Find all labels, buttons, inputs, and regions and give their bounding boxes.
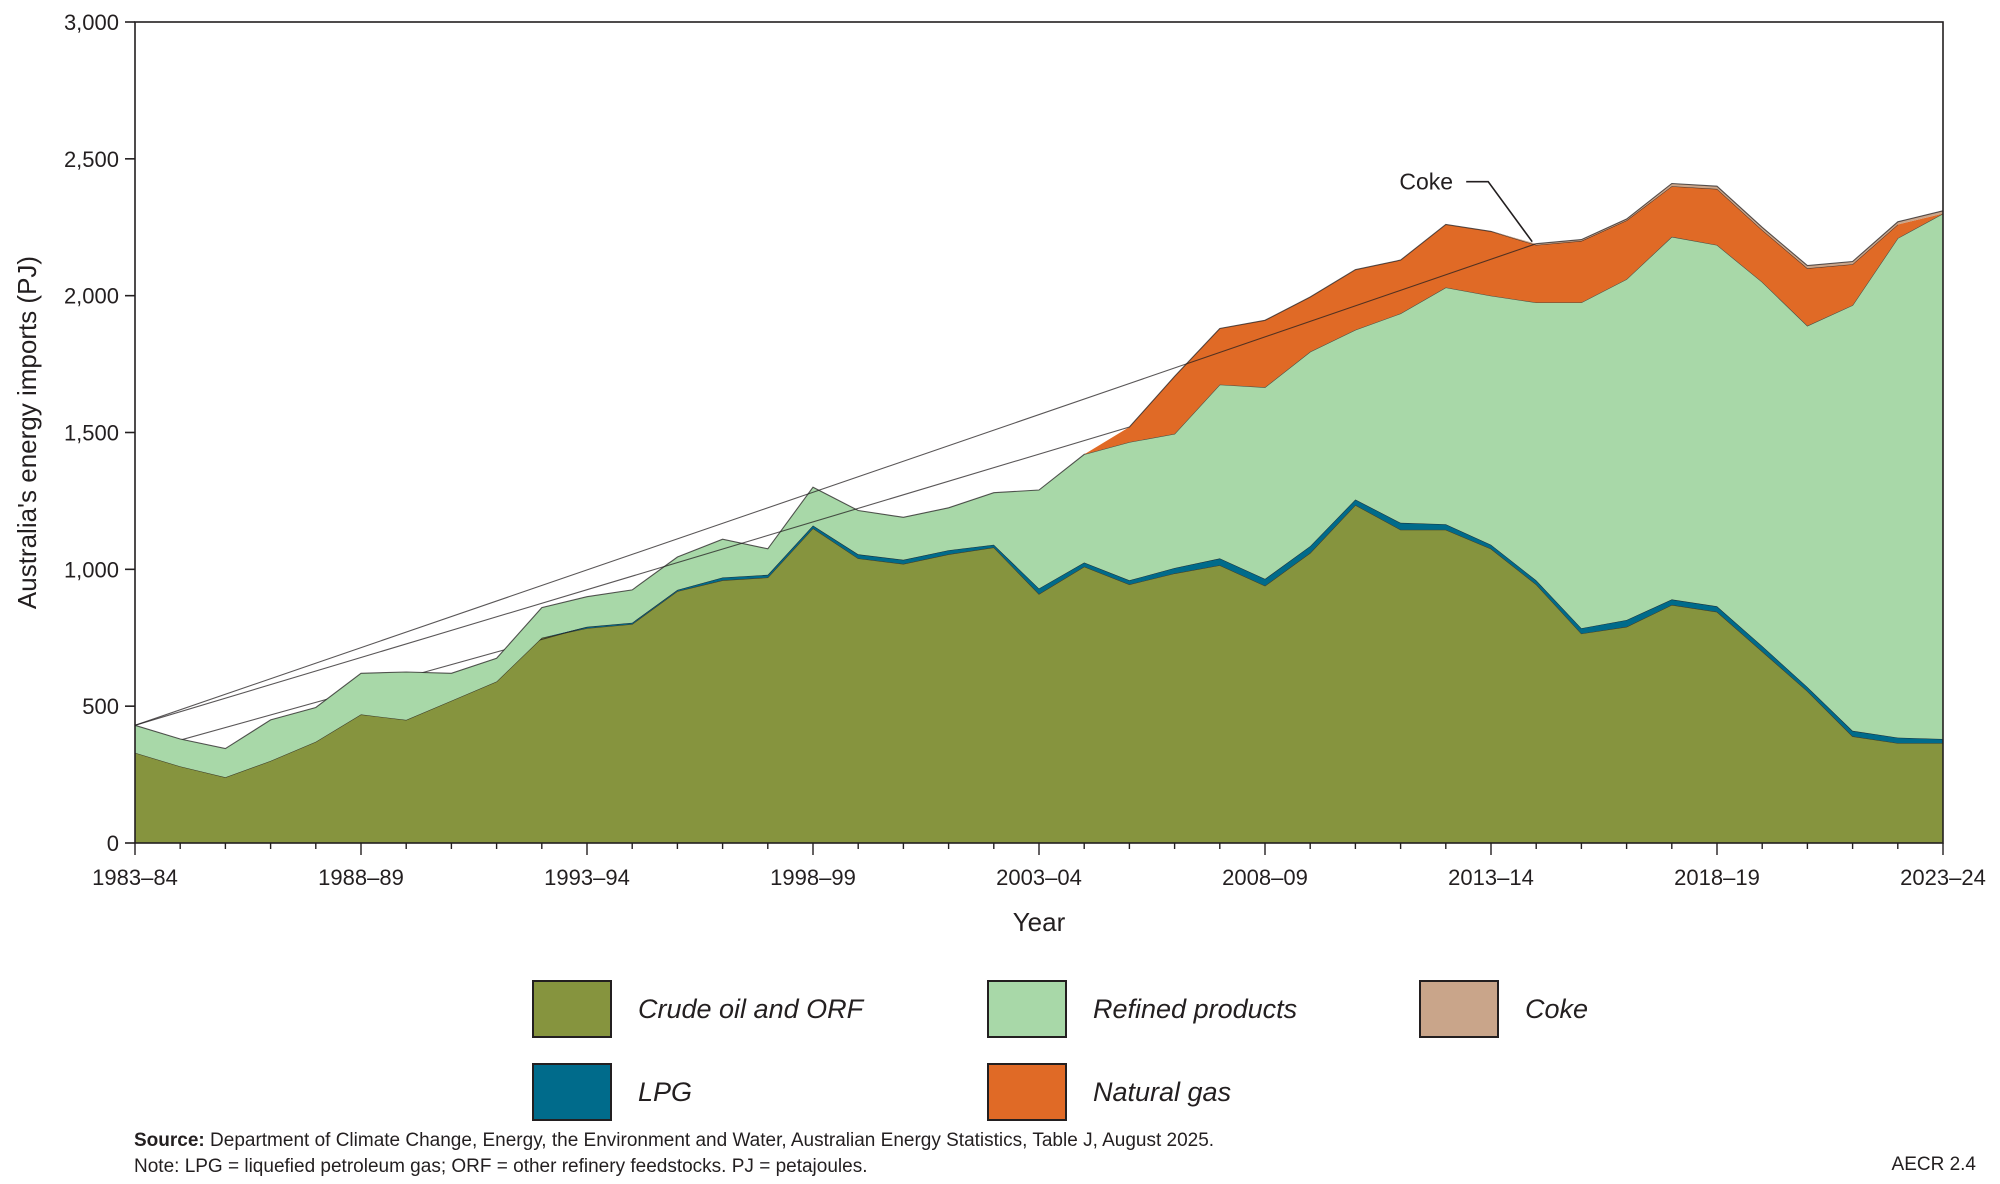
x-tick-label: 1983–84 [92,865,178,890]
y-tick-label: 2,000 [64,284,119,309]
source-label: Source: [134,1130,205,1151]
y-tick-label: 0 [107,831,119,856]
source-text: Department of Climate Change, Energy, th… [204,1130,1215,1151]
area-refined-products [135,213,1943,778]
x-tick-label: 2023–24 [1900,865,1986,890]
y-tick-label: 2,500 [64,147,119,172]
figure-reference: AECR 2.4 [1891,1154,1976,1175]
x-tick-label: 1993–94 [544,865,630,890]
x-tick-label: 2013–14 [1448,865,1534,890]
x-tick-label: 2018–19 [1674,865,1760,890]
x-axis-title: Year [1013,907,1066,937]
x-tick-label: 2003–04 [996,865,1082,890]
y-tick-label: 500 [82,694,119,719]
annotation-label-coke: Coke [1399,169,1453,195]
area-crude-oil-and-orf [135,505,1943,843]
area-natural-gas [135,186,1943,749]
x-tick-label: 1998–99 [770,865,856,890]
y-tick-label: 1,000 [64,557,119,582]
footer: Source: Department of Climate Change, En… [134,1128,1214,1180]
annotations: Coke [1399,169,1533,243]
axes: 0 500 1,000 1,500 2,000 2,500 3,000 1983–84 1988… [64,10,1986,890]
y-tick-label: 1,500 [64,421,119,446]
annotation-leader-coke [1466,180,1533,243]
source-line: Source: Department of Climate Change, En… [134,1128,1214,1154]
x-tick-label: 1988–89 [318,865,404,890]
note-line: Note: LPG = liquefied petroleum gas; ORF… [134,1156,868,1177]
x-tick-label: 2008–09 [1222,865,1308,890]
area-edge-coke [134,182,1944,726]
series-areas [134,182,1944,843]
y-tick-label: 3,000 [64,10,119,35]
y-axis-title: Australia's energy imports (PJ) [12,256,42,609]
